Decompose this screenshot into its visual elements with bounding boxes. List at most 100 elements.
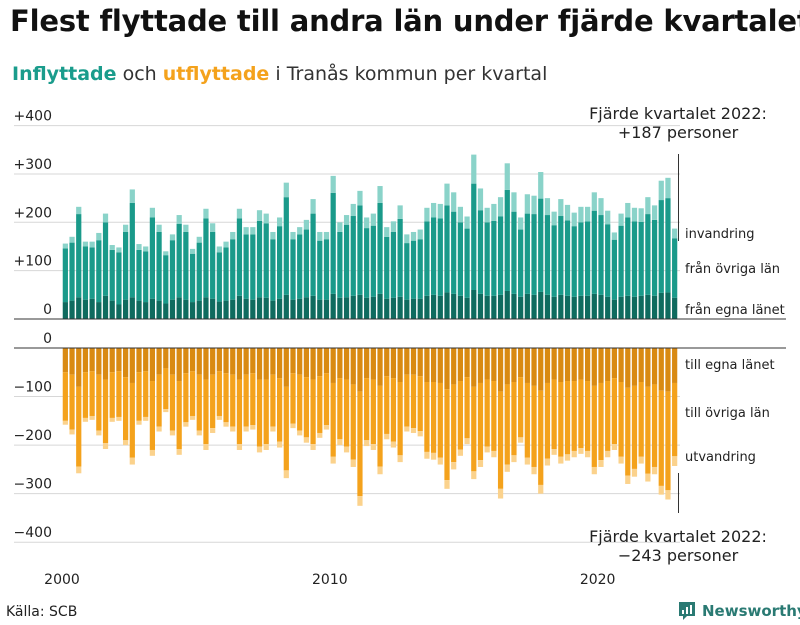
inflow-bar-ovriga [236, 218, 243, 296]
inflow-bar-egna [571, 296, 577, 319]
inflow-bar-invandring [122, 224, 129, 232]
inflow-bar-invandring [538, 172, 544, 199]
outflow-bar-utvandring [457, 449, 464, 456]
outflow-bar-utvandring [243, 426, 249, 432]
outflow-bar-egna [511, 348, 517, 382]
outflow-bar-ovriga [230, 374, 236, 427]
outflow-bar-egna [531, 348, 537, 386]
inflow-bar-egna [176, 297, 182, 319]
inflow-bar-egna [497, 294, 504, 319]
inflow-bar-invandring [457, 206, 464, 223]
outflow-bar-utvandring [491, 450, 497, 458]
inflow-bar-egna [149, 298, 156, 319]
outflow-bar-egna [270, 348, 276, 375]
inflow-bar-ovriga [618, 225, 624, 297]
outflow-bar-utvandring [223, 422, 229, 427]
inflow-bar-invandring [82, 241, 89, 247]
outflow-bar-egna [89, 348, 95, 372]
inflow-bar-egna [250, 299, 256, 319]
inflow-bar-ovriga [82, 246, 89, 300]
outflow-bar-utvandring [511, 455, 517, 463]
inflow-bar-egna [578, 295, 584, 319]
outflow-bar-egna [169, 348, 176, 375]
inflow-bar-egna [256, 297, 263, 319]
outflow-bar-egna [62, 348, 68, 373]
outflow-bar-utvandring [471, 471, 477, 480]
inflow-bar-invandring [270, 231, 276, 240]
inflow-bar-ovriga [491, 220, 497, 296]
outflow-bar-ovriga [203, 379, 209, 445]
inflow-bar-ovriga [270, 239, 276, 301]
inflow-bar-invandring [651, 205, 658, 220]
outflow-bar-utvandring [129, 457, 135, 465]
outflow-bar-egna [404, 348, 410, 375]
inflow-bar-ovriga [210, 231, 216, 299]
inflow-bar-ovriga [611, 239, 618, 300]
inflow-bar-invandring [397, 205, 403, 219]
outflow-bar-utvandring [571, 450, 577, 458]
outflow-bar-egna [343, 348, 350, 380]
outflow-bar-egna [236, 348, 243, 380]
inflow-bar-ovriga [156, 231, 162, 301]
inflow-bar-egna [76, 297, 82, 319]
outflow-bar-ovriga [538, 390, 544, 485]
outflow-bar-ovriga [477, 382, 484, 461]
outflow-bar-utvandring [82, 417, 89, 422]
outflow-bar-ovriga [625, 387, 631, 476]
inflow-bar-egna [504, 290, 510, 319]
outflow-bar-ovriga [149, 381, 156, 450]
inflow-bar-egna [417, 298, 423, 319]
outflow-bar-utvandring [317, 432, 323, 438]
inflow-bar-egna [102, 295, 109, 319]
outflow-bar-egna [558, 348, 564, 382]
outflow-bar-ovriga [651, 384, 658, 467]
outflow-bar-utvandring [384, 433, 390, 440]
x-tick-label: 2000 [44, 572, 80, 588]
outflow-bar-utvandring [451, 462, 457, 470]
outflow-bar-utvandring [210, 428, 216, 433]
outflow-bar-egna [397, 348, 403, 382]
outflow-bar-utvandring [578, 448, 584, 454]
inflow-bar-invandring [370, 213, 376, 226]
outflow-bar-ovriga [69, 374, 75, 430]
inflow-bar-ovriga [96, 240, 102, 303]
outflow-bar-utvandring [564, 454, 571, 461]
outflow-bar-utvandring [631, 468, 638, 477]
inflow-bar-ovriga [645, 214, 651, 295]
outflow-bar-egna [96, 348, 102, 375]
inflow-bar-ovriga [176, 223, 182, 298]
outflow-bar-utvandring [618, 456, 624, 464]
inflow-bar-egna [82, 299, 89, 319]
outflow-bar-egna [611, 348, 618, 379]
brand-logo[interactable]: Newsworthy [678, 601, 800, 621]
inflow-bar-invandring [424, 207, 430, 222]
inflow-bar-egna [337, 297, 343, 319]
migration-chart: +400 +300 +200 +100 0 0 −100 −200 −300 −400 2000 20… [14, 104, 786, 588]
outflow-bar-egna [417, 348, 423, 377]
y-tick-label-top: 0 [43, 302, 52, 318]
inflow-bar-invandring [618, 213, 624, 226]
inflow-bar-egna [651, 295, 658, 319]
outflow-bar-utvandring [290, 423, 296, 429]
inflow-bar-invandring [149, 207, 156, 218]
inflow-bar-invandring [243, 227, 249, 235]
outflow-bar-ovriga [370, 379, 376, 445]
inflow-bar-invandring [169, 234, 176, 241]
inflow-bar-invandring [337, 222, 343, 232]
outflow-bar-egna [631, 348, 638, 386]
brand-name: Newsworthy [702, 602, 800, 620]
inflow-bar-ovriga [243, 234, 249, 299]
outflow-bar-egna [457, 348, 464, 382]
inflow-bar-invandring [464, 216, 470, 229]
inflow-bar-invandring [484, 207, 490, 223]
inflow-bar-ovriga [578, 222, 584, 296]
inflow-bar-invandring [143, 246, 149, 252]
outflow-bar-utvandring [102, 443, 109, 450]
outflow-bar-egna [551, 348, 557, 380]
inflow-bar-ovriga [397, 218, 403, 297]
inflow-bar-invandring [511, 192, 517, 212]
outflow-bar-ovriga [317, 376, 323, 433]
inflow-bar-egna [551, 296, 557, 319]
outflow-bar-ovriga [384, 376, 390, 434]
inflow-bar-ovriga [638, 221, 644, 296]
